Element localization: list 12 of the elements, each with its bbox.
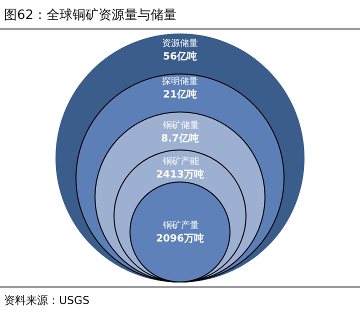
text: 图62：全球铜矿资源量与储量 bbox=[4, 8, 177, 23]
category-label: 铜矿储量 bbox=[162, 120, 199, 131]
category-label: 探明储量 bbox=[162, 76, 198, 87]
category-label: 铜矿产量 bbox=[162, 220, 199, 231]
data-label: 21亿吨 bbox=[163, 88, 197, 100]
data-label: 8.7亿吨 bbox=[161, 132, 199, 144]
data-label: 56亿吨 bbox=[163, 50, 197, 62]
category-label: 资源储量 bbox=[162, 38, 198, 49]
text: 资料来源：USGS bbox=[4, 294, 90, 307]
data-label: 2096万吨 bbox=[156, 232, 204, 244]
data-label: 2413万吨 bbox=[156, 168, 204, 180]
category-label: 铜矿产能 bbox=[162, 156, 199, 167]
